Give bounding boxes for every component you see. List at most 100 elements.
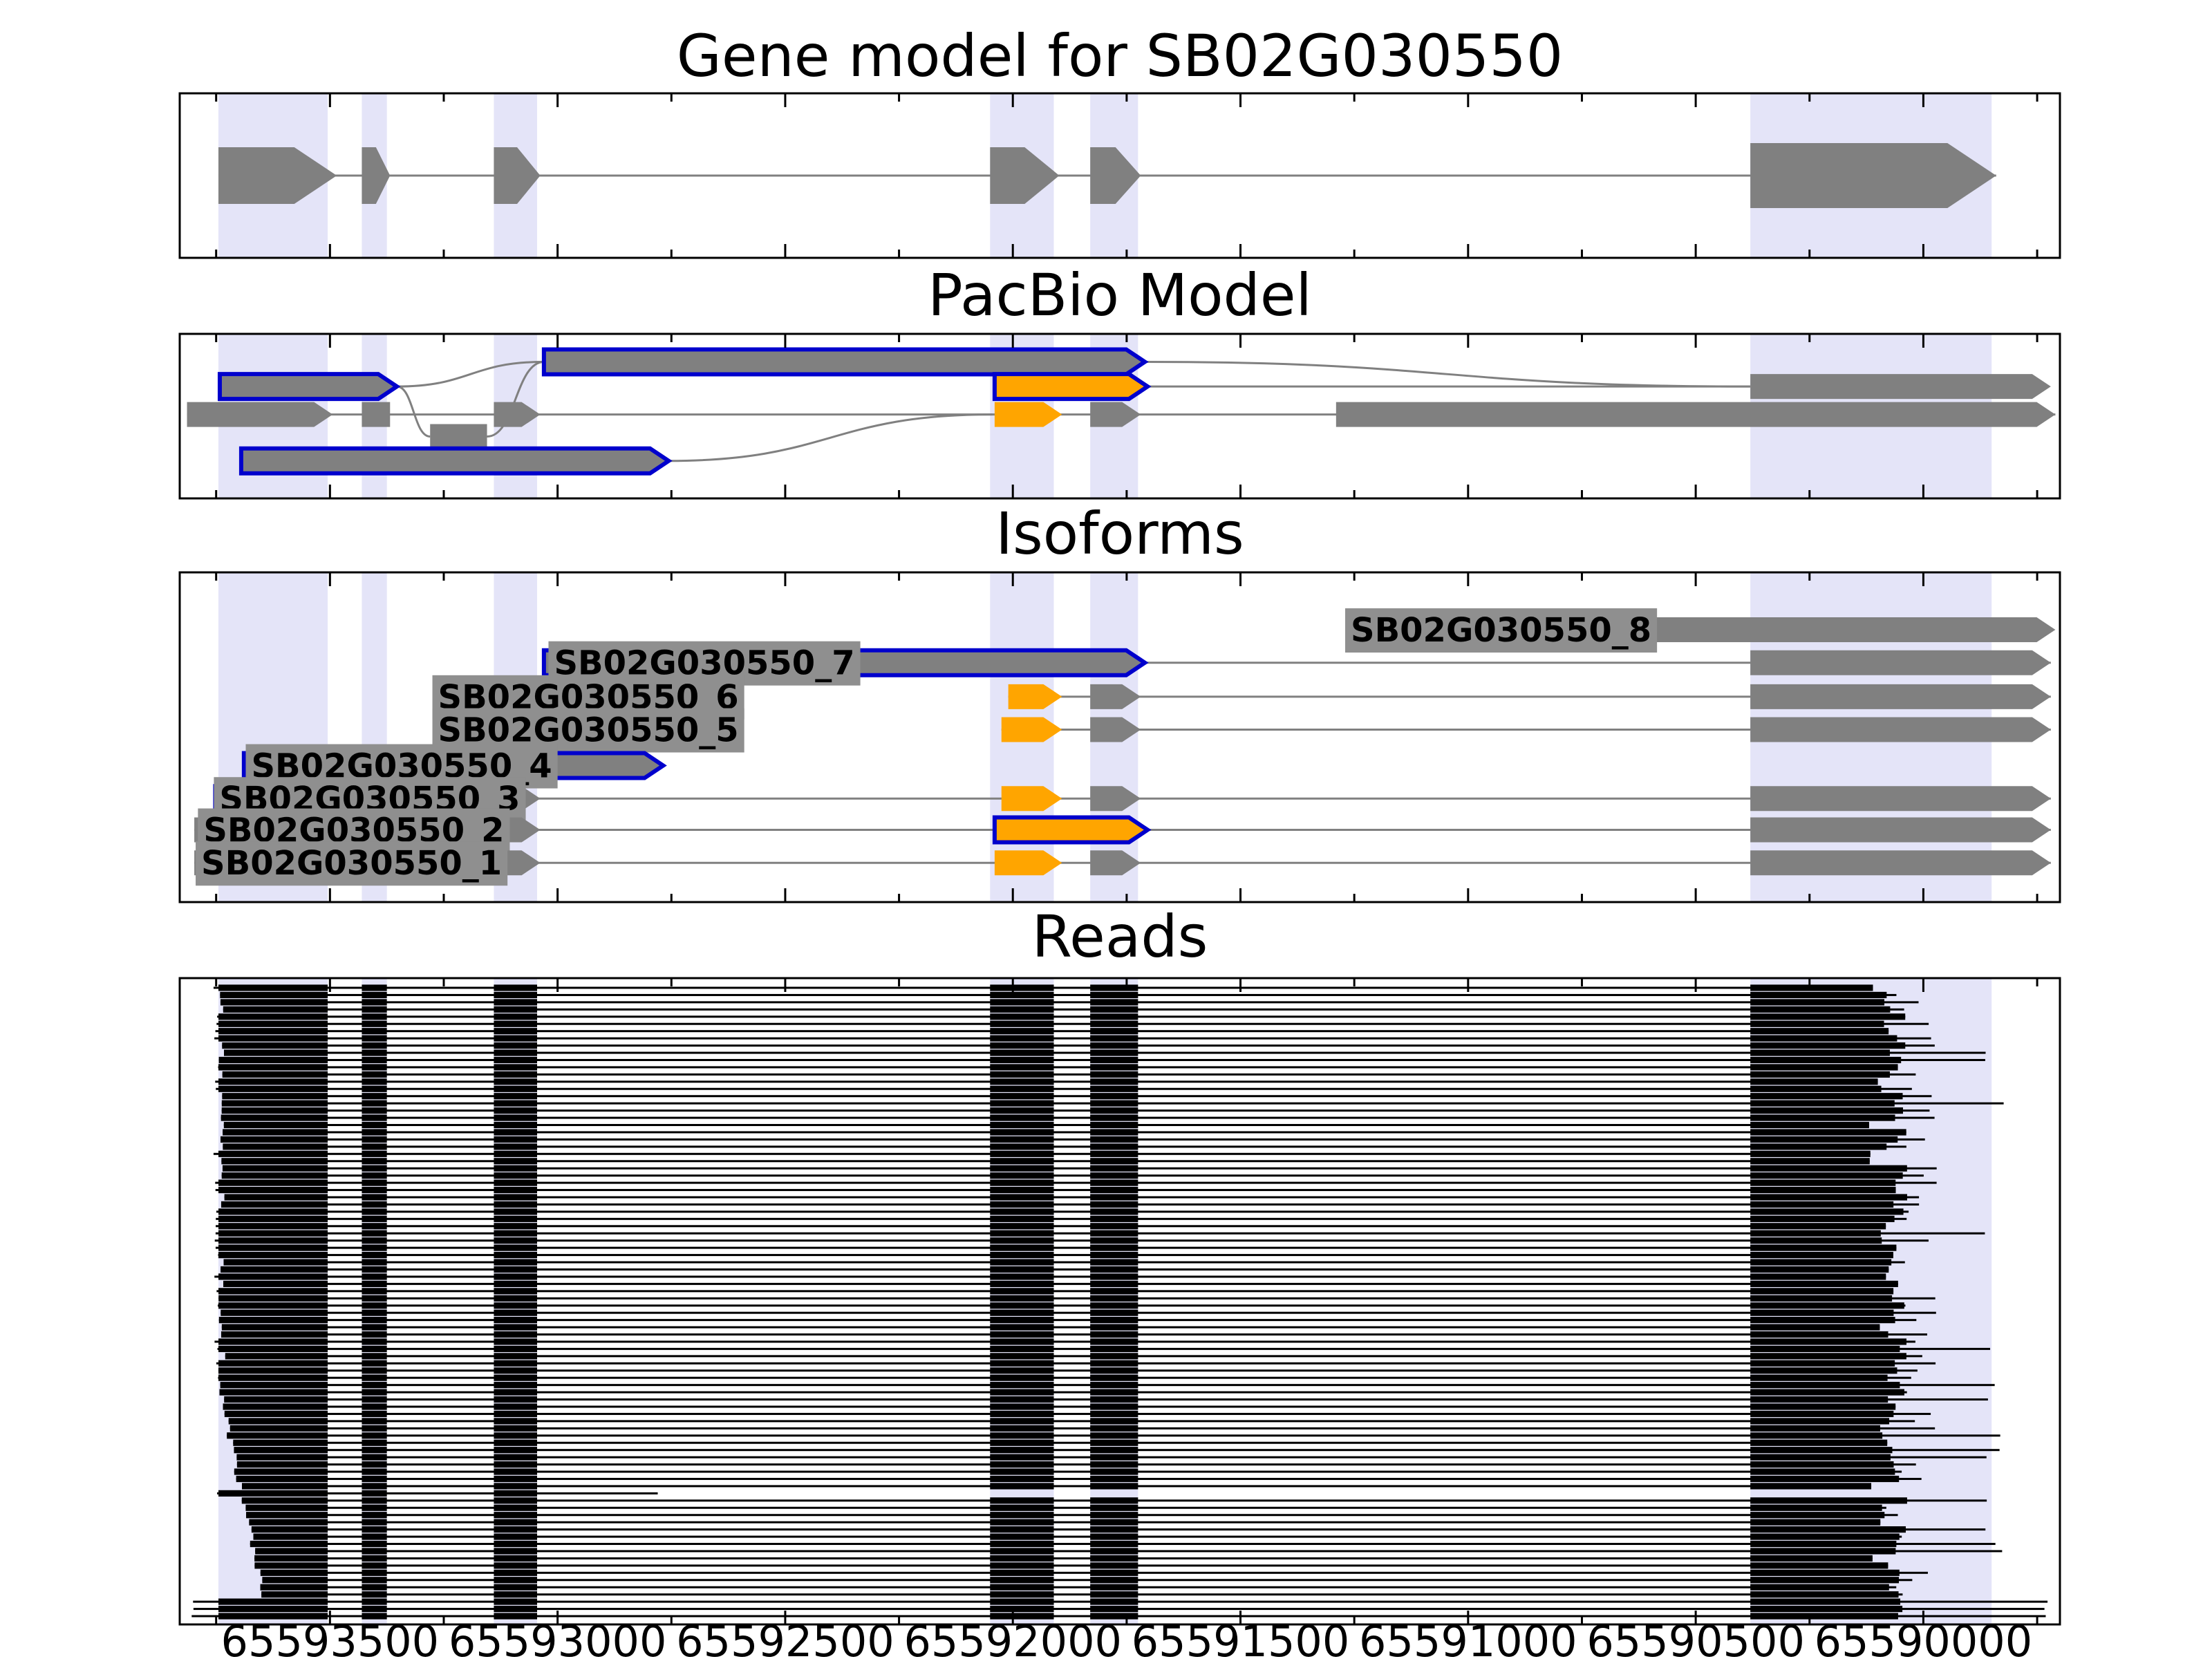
read-exon-block xyxy=(221,1324,328,1331)
read-exon-block xyxy=(1090,1382,1138,1389)
read-exon-block xyxy=(222,1093,328,1100)
exon xyxy=(990,147,1060,204)
read-exon-block xyxy=(990,1100,1054,1107)
read-exon-block xyxy=(990,1345,1054,1353)
read xyxy=(225,1355,1922,1358)
read-exon-block xyxy=(990,1461,1054,1468)
read xyxy=(216,1210,1909,1213)
exon xyxy=(1750,374,2051,400)
read-exon-block xyxy=(1750,1461,1894,1468)
read-exon-block xyxy=(362,1497,387,1504)
read-exon-block xyxy=(1750,1598,1901,1605)
read-exon-block xyxy=(1090,1251,1138,1259)
read-exon-block xyxy=(1750,1439,1888,1446)
read-exon-block xyxy=(221,1172,328,1179)
read-exon-block xyxy=(494,1447,537,1454)
read-exon-block xyxy=(494,1526,537,1533)
splice-connector xyxy=(396,385,431,438)
read-exon-block xyxy=(1750,1035,1897,1042)
read-exon-block xyxy=(990,1150,1054,1157)
read-exon-block xyxy=(494,1562,537,1569)
axis-tick-label: 65591500 xyxy=(1132,1616,1350,1659)
read-exon-block xyxy=(494,1331,537,1338)
read-exon-block xyxy=(494,1309,537,1316)
read-exon-block xyxy=(494,1143,537,1150)
read-exon-block xyxy=(494,1085,537,1092)
read xyxy=(216,1217,1907,1220)
read-exon-block xyxy=(1090,1273,1138,1280)
read-exon-block xyxy=(362,1540,387,1548)
read-exon-block xyxy=(223,1006,328,1013)
read-exon-block xyxy=(494,1389,537,1396)
read-exon-block xyxy=(222,1165,328,1172)
read-exon-block xyxy=(1090,1129,1138,1136)
read-exon-block xyxy=(218,1064,328,1071)
read-exon-block xyxy=(218,1215,328,1222)
read-exon-block xyxy=(990,1288,1054,1295)
read-exon-block xyxy=(234,1468,328,1475)
read-exon-block xyxy=(990,1179,1054,1186)
read-exon-block xyxy=(494,1605,537,1613)
read-exon-block xyxy=(1750,1251,1893,1259)
read xyxy=(221,1138,1925,1141)
read-exon-block xyxy=(362,1360,387,1367)
read-exon-block xyxy=(990,1447,1054,1454)
read-exon-block xyxy=(362,1215,387,1222)
read-exon-block xyxy=(494,1237,537,1244)
read-exon-block xyxy=(494,1569,537,1576)
read-exon-block xyxy=(1750,1360,1895,1367)
read-exon-block xyxy=(494,1172,537,1179)
read-exon-block xyxy=(990,1584,1054,1591)
read xyxy=(219,1391,1907,1394)
read-exon-block xyxy=(1750,1107,1903,1114)
read-exon-block xyxy=(362,1302,387,1309)
read-exon-block xyxy=(1090,1035,1138,1042)
read-exon-block xyxy=(494,1353,537,1360)
read-exon-block xyxy=(1090,1324,1138,1331)
read-exon-block xyxy=(260,1584,328,1591)
read-exon-block xyxy=(494,1071,537,1078)
read-exon-block xyxy=(1090,1186,1138,1194)
exon xyxy=(1750,717,2051,742)
read-exon-block xyxy=(990,1230,1054,1237)
read-exon-block xyxy=(990,1410,1054,1418)
read-exon-block xyxy=(218,1237,328,1244)
read-exon-block xyxy=(494,1439,537,1446)
read-exon-block xyxy=(362,1266,387,1273)
read-exon-block xyxy=(251,1526,328,1533)
read-exon-block xyxy=(990,1201,1054,1208)
read-exon-block xyxy=(1750,1418,1890,1425)
read xyxy=(222,1073,1916,1076)
read xyxy=(261,1593,1903,1596)
read-exon-block xyxy=(494,1201,537,1208)
read-exon-block xyxy=(1750,984,1873,991)
read-exon-block xyxy=(494,999,537,1006)
read-exon-block xyxy=(362,999,387,1006)
read-exon-block xyxy=(1750,1237,1882,1244)
read-exon-block xyxy=(362,1591,387,1598)
read xyxy=(229,1427,1936,1430)
exon xyxy=(1001,717,1062,742)
read-exon-block xyxy=(362,1468,387,1475)
read-exon-block xyxy=(362,1114,387,1121)
read-exon-block xyxy=(220,991,328,999)
read-exon-block xyxy=(218,1338,328,1345)
gene-model-title: Gene model for SB02G030550 xyxy=(677,22,1563,90)
read-exon-block xyxy=(494,1179,537,1186)
read-exon-block xyxy=(218,1360,328,1367)
read-exon-block xyxy=(990,1114,1054,1121)
exon xyxy=(430,424,487,449)
read xyxy=(214,1340,1915,1343)
read-exon-block xyxy=(990,1504,1054,1511)
read-exon-block xyxy=(245,1504,328,1511)
read-exon-block xyxy=(990,1519,1054,1526)
read xyxy=(221,1203,1920,1206)
read xyxy=(246,1514,1898,1517)
read-exon-block xyxy=(1090,1230,1138,1237)
read-exon-block xyxy=(494,1251,537,1259)
read-exon-block xyxy=(362,1028,387,1035)
read-exon-block xyxy=(362,1201,387,1208)
read-exon-block xyxy=(223,1280,328,1287)
read-exon-block xyxy=(1750,999,1885,1006)
read-exon-block xyxy=(990,1324,1054,1331)
